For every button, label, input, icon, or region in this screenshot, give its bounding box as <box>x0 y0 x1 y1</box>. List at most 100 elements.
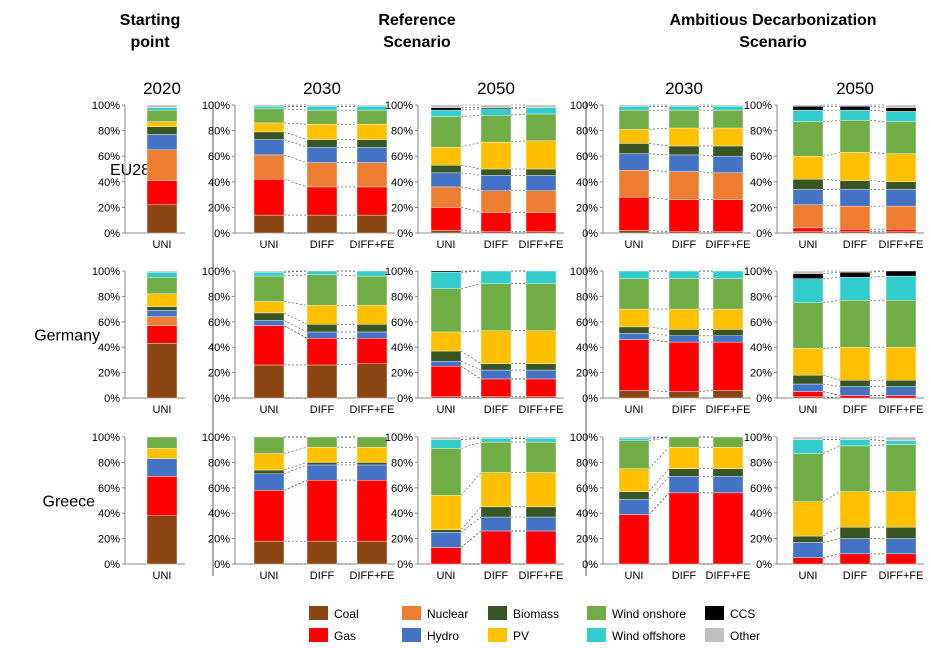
y-tick-label-greece-g4: 100% <box>570 432 598 444</box>
connector-line-eu28-g2 <box>283 108 308 111</box>
bar-segment-hydro-eu28-g4-diff-fe <box>712 155 744 174</box>
bar-segment-gas-eu28-g5-diff-fe <box>885 228 917 232</box>
bar-segment-wind-offshore-germany-g1-uni <box>146 272 178 278</box>
y-tick-label-greece-g5: 80% <box>750 457 772 469</box>
bar-segment-wind-offshore-greece-g3-diff-fe <box>525 438 557 443</box>
bar-segment-wind-offshore-germany-g4-uni <box>618 270 650 279</box>
connector-line-germany-g2 <box>283 312 308 325</box>
connector-line-eu28-g4 <box>698 154 714 157</box>
x-tick-label-eu28-g5: DIFF+FE <box>879 239 924 251</box>
bar-segment-pv-eu28-g5-diff-fe <box>885 153 917 182</box>
bar-segment-gas-germany-g4-diff-fe <box>712 341 744 391</box>
bar-segment-nuclear-eu28-g1-uni <box>146 149 178 181</box>
bar-segment-gas-greece-g5-diff <box>839 553 871 565</box>
bar-segment-coal-eu28-g3-uni <box>430 230 462 234</box>
bar-segment-wind-onshore-germany-g4-uni <box>618 278 650 310</box>
bar-segment-pv-eu28-g4-diff-fe <box>712 127 744 147</box>
bar-segment-gas-greece-g3-diff-fe <box>525 530 557 565</box>
bar-segment-wind-offshore-eu28-g1-uni <box>146 107 178 111</box>
bar-segment-gas-greece-g4-diff-fe <box>712 492 744 565</box>
bar-segment-biomass-greece-g5-diff <box>839 526 871 539</box>
bar-segment-other-eu28-g5-diff <box>839 104 871 107</box>
bar-segment-wind-onshore-greece-g4-diff-fe <box>712 436 744 448</box>
bar-segment-gas-eu28-g2-uni <box>253 179 285 216</box>
bar-segment-coal-eu28-g2-diff <box>306 214 338 234</box>
connector-line-eu28-g2 <box>283 154 308 163</box>
connector-line-greece-g5 <box>822 491 841 503</box>
connector-line-greece-g5 <box>869 444 887 447</box>
bar-segment-hydro-eu28-g1-uni <box>146 134 178 151</box>
y-tick-label-germany-g1: 20% <box>98 368 120 380</box>
y-tick-label-eu28-g1: 0% <box>104 228 120 240</box>
connector-line-eu28-g3 <box>460 164 482 170</box>
bar-segment-hydro-eu28-g2-uni <box>253 139 285 156</box>
bar-segment-gas-germany-g3-diff-fe <box>525 378 557 397</box>
y-tick-label-germany-g4: 40% <box>576 342 598 354</box>
connector-line-eu28-g4 <box>648 230 670 233</box>
bar-segment-wind-onshore-germany-g2-diff-fe <box>356 275 388 306</box>
connector-line-germany-g3 <box>460 283 482 290</box>
bar-segment-other-germany-g2-uni <box>253 270 285 273</box>
y-tick-label-germany-g4: 80% <box>576 291 598 303</box>
y-tick-label-greece-g2: 80% <box>208 457 230 469</box>
bar-segment-wind-onshore-germany-g3-diff-fe <box>525 283 557 331</box>
bar-segment-other-eu28-g2-diff-fe <box>356 104 388 107</box>
y-tick-label-eu28-g4: 40% <box>576 177 598 189</box>
x-tick-label-eu28-g2: UNI <box>260 239 279 251</box>
connector-line-germany-g4 <box>648 326 670 330</box>
y-tick-label-germany-g5: 80% <box>750 291 772 303</box>
bar-segment-pv-germany-g1-uni <box>146 293 178 307</box>
bar-segment-ccs-germany-g3-uni <box>430 270 462 273</box>
bar-segment-nuclear-eu28-g5-uni <box>792 204 824 229</box>
connector-line-eu28-g5 <box>869 109 887 112</box>
bar-segment-gas-eu28-g2-diff <box>306 186 338 216</box>
x-tick-label-greece-g5: DIFF <box>843 570 868 582</box>
bar-segment-wind-offshore-germany-g4-diff <box>668 270 700 279</box>
y-tick-label-greece-g5: 100% <box>744 432 772 444</box>
bar-segment-pv-germany-g5-diff-fe <box>885 347 917 381</box>
x-tick-label-germany-g3: DIFF <box>484 404 509 416</box>
bar-segment-wind-offshore-greece-g3-diff <box>480 438 512 443</box>
y-tick-label-germany-g4: 20% <box>576 368 598 380</box>
x-tick-label-greece-g2: UNI <box>260 570 279 582</box>
y-tick-label-germany-g2: 60% <box>208 317 230 329</box>
bar-segment-pv-greece-g2-uni <box>253 453 285 471</box>
bar-segment-wind-onshore-germany-g3-diff <box>480 283 512 331</box>
bar-segment-wind-onshore-germany-g1-uni <box>146 277 178 295</box>
x-tick-label-germany-g4: UNI <box>625 404 644 416</box>
bar-segment-gas-eu28-g5-diff <box>839 228 871 232</box>
bar-segment-pv-greece-g5-uni <box>792 501 824 537</box>
bar-segment-gas-germany-g3-diff <box>480 378 512 397</box>
y-tick-label-eu28-g4: 0% <box>582 228 598 240</box>
bar-segment-biomass-eu28-g3-uni <box>430 164 462 174</box>
bar-segment-biomass-greece-g3-uni <box>430 529 462 533</box>
bar-segment-wind-offshore-eu28-g4-diff <box>668 106 700 111</box>
bar-segment-hydro-germany-g3-uni <box>430 360 462 367</box>
y-tick-label-germany-g3: 20% <box>391 368 413 380</box>
connector-line-germany-g3 <box>460 330 482 333</box>
legend-swatch-coal <box>309 606 328 620</box>
bar-segment-biomass-eu28-g4-diff-fe <box>712 145 744 157</box>
y-tick-label-eu28-g3: 80% <box>391 126 413 138</box>
connector-line-eu28-g3 <box>460 114 482 117</box>
bar-segment-biomass-eu28-g2-diff <box>306 139 338 148</box>
bar-segment-biomass-greece-g4-diff-fe <box>712 468 744 477</box>
x-tick-label-eu28-g2: DIFF <box>310 239 335 251</box>
connector-line-germany-g5 <box>822 396 841 399</box>
connector-line-greece-g2 <box>283 446 308 454</box>
y-tick-label-greece-g3: 0% <box>397 559 413 571</box>
bar-segment-pv-greece-g1-uni <box>146 448 178 459</box>
bar-segment-hydro-eu28-g2-diff-fe <box>356 147 388 163</box>
bar-segment-wind-offshore-germany-g2-diff-fe <box>356 270 388 277</box>
bar-segment-wind-offshore-germany-g2-uni <box>253 272 285 277</box>
bar-segment-biomass-eu28-g5-diff <box>839 180 871 190</box>
bar-segment-biomass-germany-g4-diff-fe <box>712 329 744 336</box>
y-tick-label-germany-g1: 0% <box>104 393 120 405</box>
bar-segment-pv-eu28-g4-uni <box>618 129 650 144</box>
y-tick-label-eu28-g2: 0% <box>214 228 230 240</box>
bar-segment-hydro-eu28-g3-uni <box>430 172 462 188</box>
legend-label-pv: PV <box>513 629 529 643</box>
bar-segment-wind-onshore-eu28-g4-diff <box>668 109 700 129</box>
connector-line-germany-g2 <box>283 301 308 306</box>
